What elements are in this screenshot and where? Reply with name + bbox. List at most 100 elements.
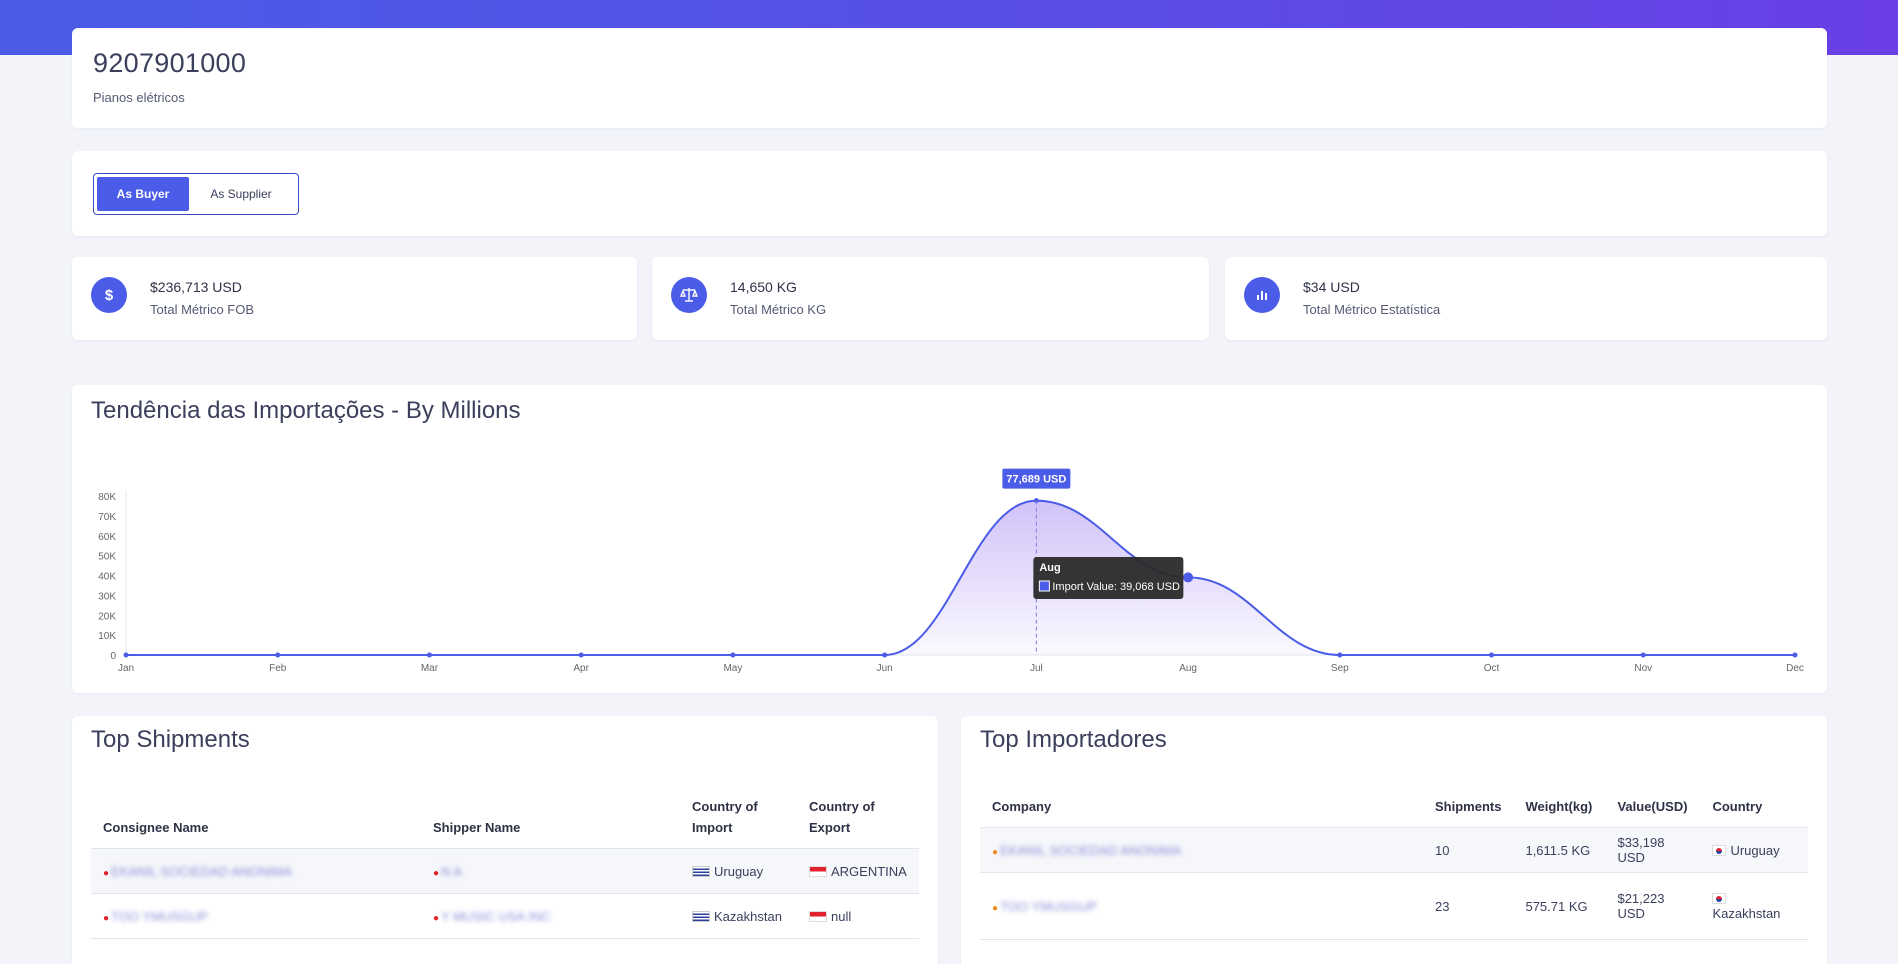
bullet-icon: ● xyxy=(103,867,110,879)
x-tick-label: Aug xyxy=(1179,663,1197,674)
y-tick-label: 20K xyxy=(98,611,116,622)
kpi-value: $34 USD xyxy=(1303,279,1360,295)
col-shipments: Shipments xyxy=(1423,796,1514,828)
flag-icon xyxy=(692,910,710,922)
kpi-label: Total Métrico FOB xyxy=(150,302,255,317)
tooltip-text: Import Value: 39,068 USD xyxy=(1052,581,1180,593)
flag-icon xyxy=(809,865,827,877)
uruguay-flag-icon xyxy=(692,865,710,877)
import-trend-chart-card: Tendência das Importações - By Millions … xyxy=(72,385,1827,693)
hs-code-header-card: 9207901000 Pianos elétricos xyxy=(72,28,1827,128)
kpi-card-kg: 14,650 KG Total Métrico KG xyxy=(652,257,1209,340)
data-point xyxy=(1337,652,1343,658)
data-point xyxy=(1792,652,1798,658)
tooltip-title: Aug xyxy=(1039,562,1060,574)
bar-chart-icon xyxy=(1244,277,1280,313)
peak-label-box xyxy=(1002,468,1071,489)
import-country-cell: Uruguay xyxy=(680,848,797,894)
bullet-icon: ● xyxy=(992,846,999,858)
data-point xyxy=(123,652,129,658)
kpi-card-fob: $ $236,713 USD Total Métrico FOB xyxy=(72,257,637,340)
x-tick-label: Jun xyxy=(877,663,893,674)
shipments-cell: 10 xyxy=(1423,827,1514,873)
flag-icon xyxy=(1712,893,1727,904)
y-tick-label: 60K xyxy=(98,532,116,543)
data-point xyxy=(1640,652,1646,658)
country-cell: Uruguay xyxy=(1700,827,1808,873)
y-tick-label: 40K xyxy=(98,572,116,583)
y-tick-label: 0 xyxy=(110,651,116,662)
bullet-icon: ● xyxy=(433,912,440,924)
consignee-cell[interactable]: ● EKANIL SOCIEDAD ANONIMA xyxy=(91,848,421,894)
weight-cell: 1,611.5 KG xyxy=(1513,827,1606,873)
col-company: Company xyxy=(980,796,1423,828)
dollar-icon: $ xyxy=(91,277,127,313)
table-row[interactable]: ● EKANIL SOCIEDAD ANONIMA ● N A Uruguay AR… xyxy=(91,848,919,894)
consignee-cell[interactable]: ● TOO YMUSGUP xyxy=(91,893,421,939)
table-row[interactable]: ● EKANIL SOCIEDAD ANONIMA 10 1,611.5 KG $… xyxy=(980,827,1808,873)
tooltip-box xyxy=(1033,557,1184,599)
top-shipments-table: Consignee Name Shipper Name Country of I… xyxy=(91,796,919,939)
kpi-label: Total Métrico Estatística xyxy=(1303,302,1441,317)
shipments-cell: 23 xyxy=(1423,872,1514,940)
value-cell: $33,198 USD xyxy=(1605,827,1701,873)
import-country-cell: Kazakhstan xyxy=(680,893,797,939)
peak-label: 77,689 USD xyxy=(1006,474,1066,486)
data-point xyxy=(578,652,584,658)
x-tick-label: Jan xyxy=(118,663,134,674)
x-tick-label: Mar xyxy=(421,663,439,674)
role-toggle-group: As Buyer As Supplier xyxy=(93,173,299,215)
top-shipments-card: Top Shipments Consignee Name Shipper Nam… xyxy=(72,716,938,964)
kpi-label: Total Métrico KG xyxy=(730,302,827,317)
role-toggle-card: As Buyer As Supplier xyxy=(72,151,1827,236)
col-consignee-name: Consignee Name xyxy=(91,796,421,849)
x-tick-label: Oct xyxy=(1484,663,1500,674)
import-trend-chart[interactable]: 0 10K 20K 30K 40K 50K 60K 70K 80K Jan Feb Mar Apr May… xyxy=(72,385,1827,693)
col-shipper-name: Shipper Name xyxy=(421,796,680,849)
top-importers-title: Top Importadores xyxy=(980,726,1167,753)
x-tick-label: Sep xyxy=(1331,663,1349,674)
tooltip-swatch xyxy=(1038,580,1050,592)
hs-code-title: 9207901000 xyxy=(93,48,247,78)
col-country: Country xyxy=(1700,796,1808,828)
bullet-icon: ● xyxy=(103,912,110,924)
kpi-card-statistics: $34 USD Total Métrico Estatística xyxy=(1225,257,1827,340)
table-row[interactable]: ● TOO YMUSGUP 23 575.71 KG $21,223 USD Ka… xyxy=(980,872,1808,940)
company-cell[interactable]: ● TOO YMUSGUP xyxy=(980,872,1423,940)
col-weight: Weight(kg) xyxy=(1513,796,1606,828)
data-point xyxy=(730,652,736,658)
x-tick-label: Apr xyxy=(573,663,589,674)
chart-title: Tendência das Importações - By Millions xyxy=(91,397,521,424)
weight-cell: 575.71 KG xyxy=(1513,872,1606,940)
as-supplier-button[interactable]: As Supplier xyxy=(210,187,272,201)
data-point xyxy=(1489,652,1495,658)
x-tick-label: May xyxy=(723,663,742,674)
flag-icon xyxy=(1712,844,1727,856)
y-tick-label: 70K xyxy=(98,512,116,523)
x-tick-label: Dec xyxy=(1786,663,1804,674)
top-importers-card: Top Importadores Company Shipments Weigh… xyxy=(961,716,1827,964)
x-tick-label: Nov xyxy=(1634,663,1652,674)
x-tick-label: Jul xyxy=(1030,663,1043,674)
y-tick-label: 10K xyxy=(98,631,116,642)
bullet-icon: ● xyxy=(433,867,440,879)
table-row[interactable]: ● TOO YMUSGUP ● Y MUSIC USA INC Kazakhstan… xyxy=(91,893,919,939)
shipper-cell[interactable]: ● Y MUSIC USA INC xyxy=(421,893,680,939)
as-buyer-button[interactable]: As Buyer xyxy=(97,177,189,211)
shipper-cell[interactable]: ● N A xyxy=(421,848,680,894)
company-cell[interactable]: ● EKANIL SOCIEDAD ANONIMA xyxy=(980,827,1423,873)
hs-code-description: Pianos elétricos xyxy=(93,90,185,105)
top-shipments-title: Top Shipments xyxy=(91,726,250,753)
col-value: Value(USD) xyxy=(1605,796,1701,828)
y-tick-label: 30K xyxy=(98,591,116,602)
kpi-value: $236,713 USD xyxy=(150,279,242,295)
x-tick-label: Feb xyxy=(269,663,287,674)
export-country-cell: null xyxy=(797,893,919,939)
flag-icon xyxy=(809,910,827,922)
y-tick-label: 80K xyxy=(98,492,116,503)
data-point xyxy=(882,652,888,658)
top-importers-table: Company Shipments Weight(kg) Value(USD) … xyxy=(980,796,1808,940)
y-tick-label: 50K xyxy=(98,552,116,563)
scale-icon xyxy=(671,277,707,313)
col-country-of-export: Country of Export xyxy=(797,796,919,849)
